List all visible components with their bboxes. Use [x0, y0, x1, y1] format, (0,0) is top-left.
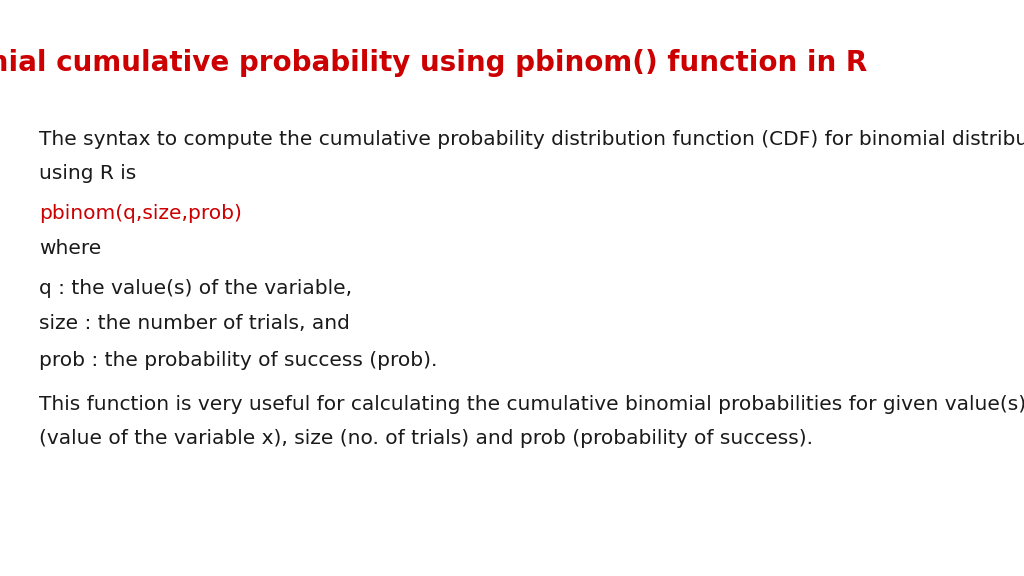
Text: size : the number of trials, and: size : the number of trials, and: [39, 314, 350, 333]
Text: pbinom(q,size,prob): pbinom(q,size,prob): [39, 204, 242, 223]
Text: This function is very useful for calculating the cumulative binomial probabiliti: This function is very useful for calcula…: [39, 395, 1024, 414]
Text: prob : the probability of success (prob).: prob : the probability of success (prob)…: [39, 351, 437, 370]
Text: q : the value(s) of the variable,: q : the value(s) of the variable,: [39, 279, 352, 298]
Text: using R is: using R is: [39, 164, 136, 183]
Text: The syntax to compute the cumulative probability distribution function (CDF) for: The syntax to compute the cumulative pro…: [39, 130, 1024, 149]
Text: (value of the variable x), size (no. of trials) and prob (probability of success: (value of the variable x), size (no. of …: [39, 429, 813, 448]
Text: Binomial cumulative probability using pbinom() function in R: Binomial cumulative probability using pb…: [0, 49, 867, 77]
Text: where: where: [39, 239, 101, 258]
